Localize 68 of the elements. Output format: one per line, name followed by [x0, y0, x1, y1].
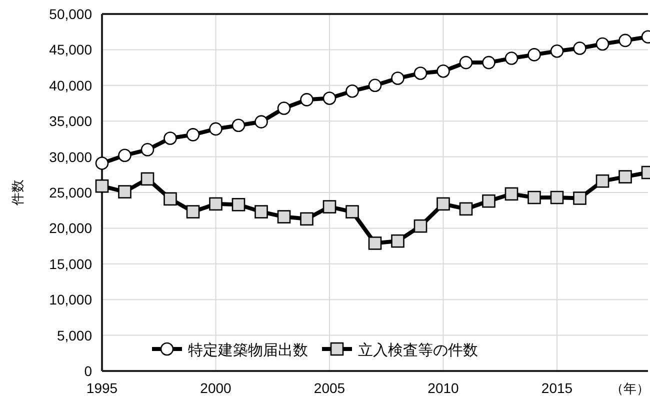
point — [436, 64, 450, 78]
point — [254, 115, 268, 128]
point — [186, 205, 200, 218]
point — [482, 56, 496, 70]
point — [368, 236, 382, 250]
legend-label: 特定建築物届出数 — [188, 342, 308, 359]
point — [504, 52, 518, 65]
x-axis-title: （年） — [610, 381, 650, 396]
point — [164, 132, 177, 145]
point — [346, 205, 359, 218]
point — [186, 128, 200, 142]
legend-label: 立入検査等の件数 — [358, 342, 478, 359]
point — [300, 212, 314, 226]
y-tick-label: 5,000 — [56, 327, 92, 344]
y-tick-label: 50,000 — [49, 6, 92, 22]
point — [618, 170, 632, 184]
y-tick-label: 45,000 — [49, 42, 92, 58]
point — [459, 202, 473, 216]
y-tick-label: 25,000 — [49, 184, 92, 200]
y-tick-label: 10,000 — [49, 292, 92, 308]
y-tick-label: 40,000 — [49, 77, 92, 94]
point — [368, 78, 382, 92]
point — [254, 205, 268, 218]
point — [573, 192, 586, 205]
x-tick-label: 2000 — [200, 380, 232, 396]
point — [550, 44, 564, 58]
y-tick-label: 30,000 — [49, 148, 92, 165]
point — [504, 187, 518, 201]
point — [140, 143, 154, 156]
point — [391, 234, 404, 248]
point — [573, 42, 586, 55]
point — [277, 210, 291, 224]
point — [596, 174, 610, 188]
x-tick-label: 2005 — [314, 380, 346, 396]
point — [95, 156, 109, 170]
x-tick-label: 2015 — [541, 380, 573, 396]
point — [528, 48, 541, 62]
point — [232, 198, 246, 212]
point — [482, 194, 496, 208]
point — [414, 219, 428, 233]
x-tick-label: 1995 — [86, 380, 118, 396]
y-tick-label: 20,000 — [49, 220, 92, 236]
point — [164, 192, 177, 206]
point — [391, 72, 404, 85]
point — [346, 84, 359, 98]
point — [118, 148, 132, 162]
x-tick-label: 2010 — [428, 380, 460, 396]
y-tick-label: 35,000 — [49, 113, 92, 130]
point — [596, 37, 610, 51]
point — [300, 93, 314, 106]
point — [209, 122, 222, 136]
point — [618, 34, 632, 48]
point — [436, 197, 450, 211]
y-tick-label: 0 — [84, 363, 92, 379]
y-tick-label: 15,000 — [49, 256, 92, 272]
point — [459, 56, 473, 70]
point — [322, 92, 336, 105]
point — [118, 185, 132, 198]
point — [95, 179, 109, 193]
y-axis-title: 件数 — [10, 180, 25, 206]
point — [232, 118, 246, 132]
point — [550, 190, 564, 204]
point — [528, 190, 541, 204]
point — [414, 66, 428, 80]
point — [140, 172, 154, 186]
point — [277, 102, 291, 115]
point — [322, 200, 336, 214]
point — [209, 197, 222, 211]
